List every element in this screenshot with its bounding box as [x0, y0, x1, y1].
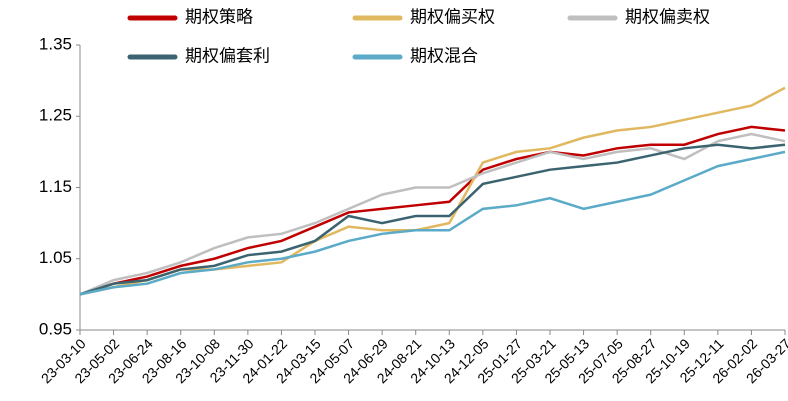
y-tick-label: 1.05	[39, 248, 72, 267]
legend-label: 期权偏卖权	[625, 7, 710, 26]
legend-label: 期权偏买权	[410, 7, 495, 26]
series-line	[79, 143, 786, 296]
y-tick-label: 0.95	[39, 319, 72, 338]
legend-label: 期权混合	[410, 46, 478, 65]
y-tick-label: 1.15	[39, 177, 72, 196]
series-line	[79, 125, 786, 296]
series-line	[79, 150, 786, 296]
y-tick-label: 1.35	[39, 34, 72, 53]
series-line	[79, 86, 786, 296]
legend-label: 期权偏套利	[185, 46, 270, 65]
y-tick-label: 1.25	[39, 106, 72, 125]
legend-label: 期权策略	[185, 7, 253, 26]
series-line	[79, 132, 786, 296]
